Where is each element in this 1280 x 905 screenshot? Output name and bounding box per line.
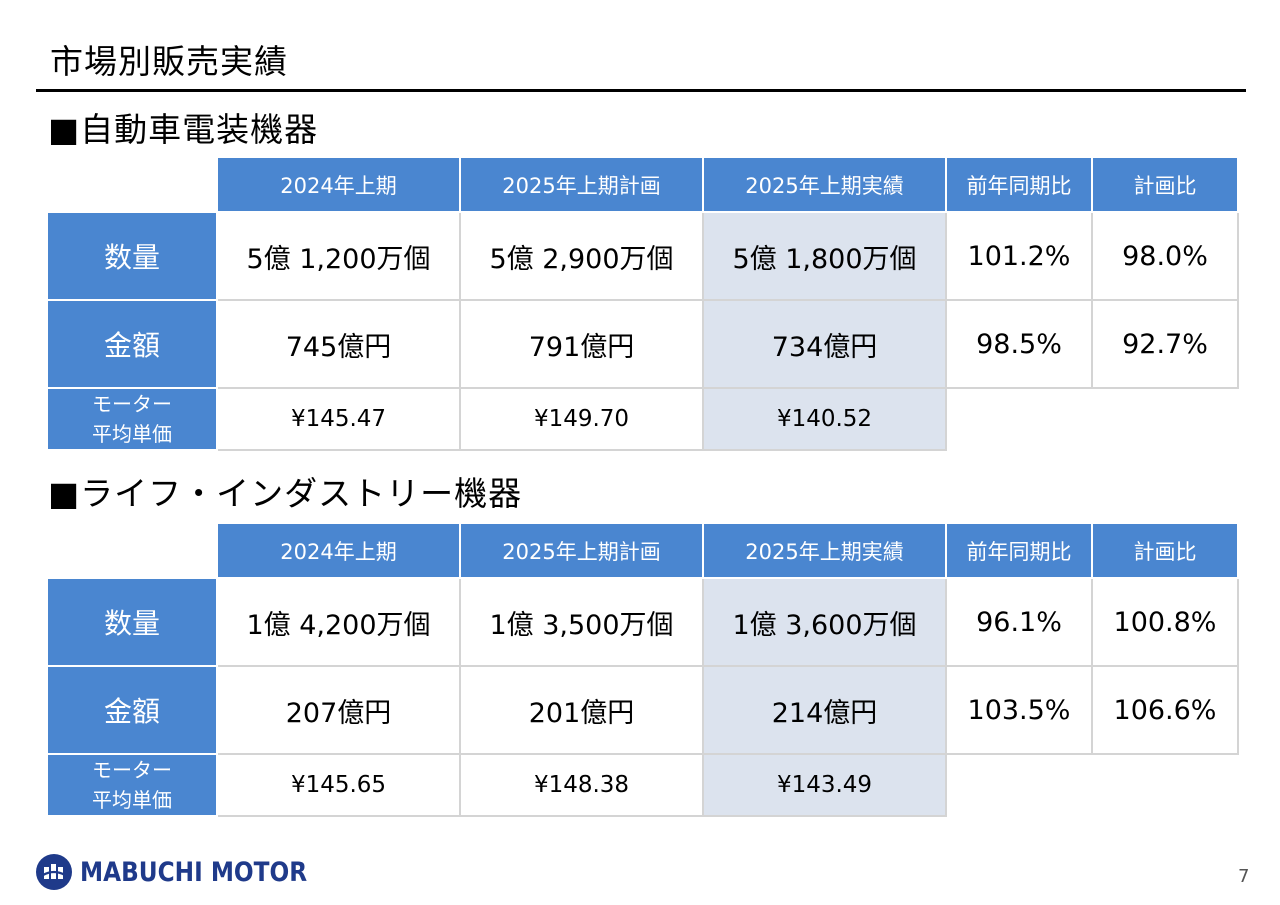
page-number: 7 (1238, 866, 1250, 887)
column-header-yoy: 前年同期比 (945, 156, 1093, 213)
row-header-line: 平均単価 (92, 422, 172, 446)
table-corner (47, 157, 217, 212)
row-header-quantity: 数量 (46, 577, 218, 667)
table-cell: ¥145.47 (216, 387, 461, 451)
row-header-amount: 金額 (46, 665, 218, 755)
table-row-amount: 金額 745億円 791億円 734億円 98.5% 92.7% (46, 299, 1239, 389)
column-header-2025h1-actual: 2025年上期実績 (702, 522, 947, 579)
table-cell: 791億円 (459, 299, 704, 389)
title-divider (36, 89, 1246, 92)
row-header-line: モーター (92, 392, 172, 416)
row-header-unit-price: モーター 平均単価 (46, 387, 218, 451)
table-cell: 106.6% (1091, 665, 1239, 755)
empty-cell (1092, 754, 1238, 816)
table-cell: ¥148.38 (459, 753, 704, 817)
life-industry-sales-table: 2024年上期 2025年上期計画 2025年上期実績 前年同期比 計画比 数量… (46, 522, 1239, 817)
table-cell: 5億 2,900万個 (459, 211, 704, 301)
row-header-unit-price: モーター 平均単価 (46, 753, 218, 817)
column-header-2025h1-actual: 2025年上期実績 (702, 156, 947, 213)
empty-cell (946, 754, 1092, 816)
table-cell: 96.1% (945, 577, 1093, 667)
empty-cell (946, 388, 1092, 450)
table-cell: ¥145.65 (216, 753, 461, 817)
row-header-line: モーター (92, 758, 172, 782)
table-row-quantity: 数量 5億 1,200万個 5億 2,900万個 5億 1,800万個 101.… (46, 211, 1239, 301)
table-cell-highlighted: ¥143.49 (702, 753, 947, 817)
table-cell: 1億 4,200万個 (216, 577, 461, 667)
table-cell: 745億円 (216, 299, 461, 389)
table-cell: ¥149.70 (459, 387, 704, 451)
column-header-2025h1-plan: 2025年上期計画 (459, 156, 704, 213)
column-header-2024h1: 2024年上期 (216, 522, 461, 579)
row-header-quantity: 数量 (46, 211, 218, 301)
table-row-unit-price: モーター 平均単価 ¥145.47 ¥149.70 ¥140.52 (46, 387, 1238, 451)
table-cell-highlighted: 1億 3,600万個 (702, 577, 947, 667)
column-header-2024h1: 2024年上期 (216, 156, 461, 213)
logo-emblem-icon (37, 855, 71, 889)
column-header-2025h1-plan: 2025年上期計画 (459, 522, 704, 579)
table-cell: 98.5% (945, 299, 1093, 389)
section-title-automotive: ■自動車電装機器 (48, 110, 319, 149)
row-header-amount: 金額 (46, 299, 218, 389)
table-row-quantity: 数量 1億 4,200万個 1億 3,500万個 1億 3,600万個 96.1… (46, 577, 1239, 667)
table-cell: 201億円 (459, 665, 704, 755)
section-title-life-industry: ■ライフ・インダストリー機器 (48, 474, 523, 513)
table-cell: 101.2% (945, 211, 1093, 301)
table-header-row: 2024年上期 2025年上期計画 2025年上期実績 前年同期比 計画比 (47, 522, 1239, 579)
row-header-line: 平均単価 (92, 788, 172, 812)
table-header-row: 2024年上期 2025年上期計画 2025年上期実績 前年同期比 計画比 (47, 156, 1239, 213)
table-cell: 98.0% (1091, 211, 1239, 301)
table-cell-highlighted: 734億円 (702, 299, 947, 389)
table-cell: 103.5% (945, 665, 1093, 755)
company-logo: MABUCHI MOTOR (36, 852, 344, 892)
table-corner (47, 523, 217, 578)
table-cell-highlighted: ¥140.52 (702, 387, 947, 451)
table-cell: 100.8% (1091, 577, 1239, 667)
logo-wordmark: MABUCHI MOTOR (80, 856, 308, 888)
column-header-yoy: 前年同期比 (945, 522, 1093, 579)
table-row-amount: 金額 207億円 201億円 214億円 103.5% 106.6% (46, 665, 1239, 755)
column-header-vs-plan: 計画比 (1091, 156, 1239, 213)
page-title: 市場別販売実績 (50, 42, 288, 81)
column-header-vs-plan: 計画比 (1091, 522, 1239, 579)
table-cell-highlighted: 214億円 (702, 665, 947, 755)
table-cell: 1億 3,500万個 (459, 577, 704, 667)
table-cell: 92.7% (1091, 299, 1239, 389)
table-cell: 207億円 (216, 665, 461, 755)
logo-mark-icon (36, 854, 72, 890)
table-cell: 5億 1,200万個 (216, 211, 461, 301)
table-row-unit-price: モーター 平均単価 ¥145.65 ¥148.38 ¥143.49 (46, 753, 1238, 817)
empty-cell (1092, 388, 1238, 450)
table-cell-highlighted: 5億 1,800万個 (702, 211, 947, 301)
automotive-sales-table: 2024年上期 2025年上期計画 2025年上期実績 前年同期比 計画比 数量… (46, 156, 1239, 451)
